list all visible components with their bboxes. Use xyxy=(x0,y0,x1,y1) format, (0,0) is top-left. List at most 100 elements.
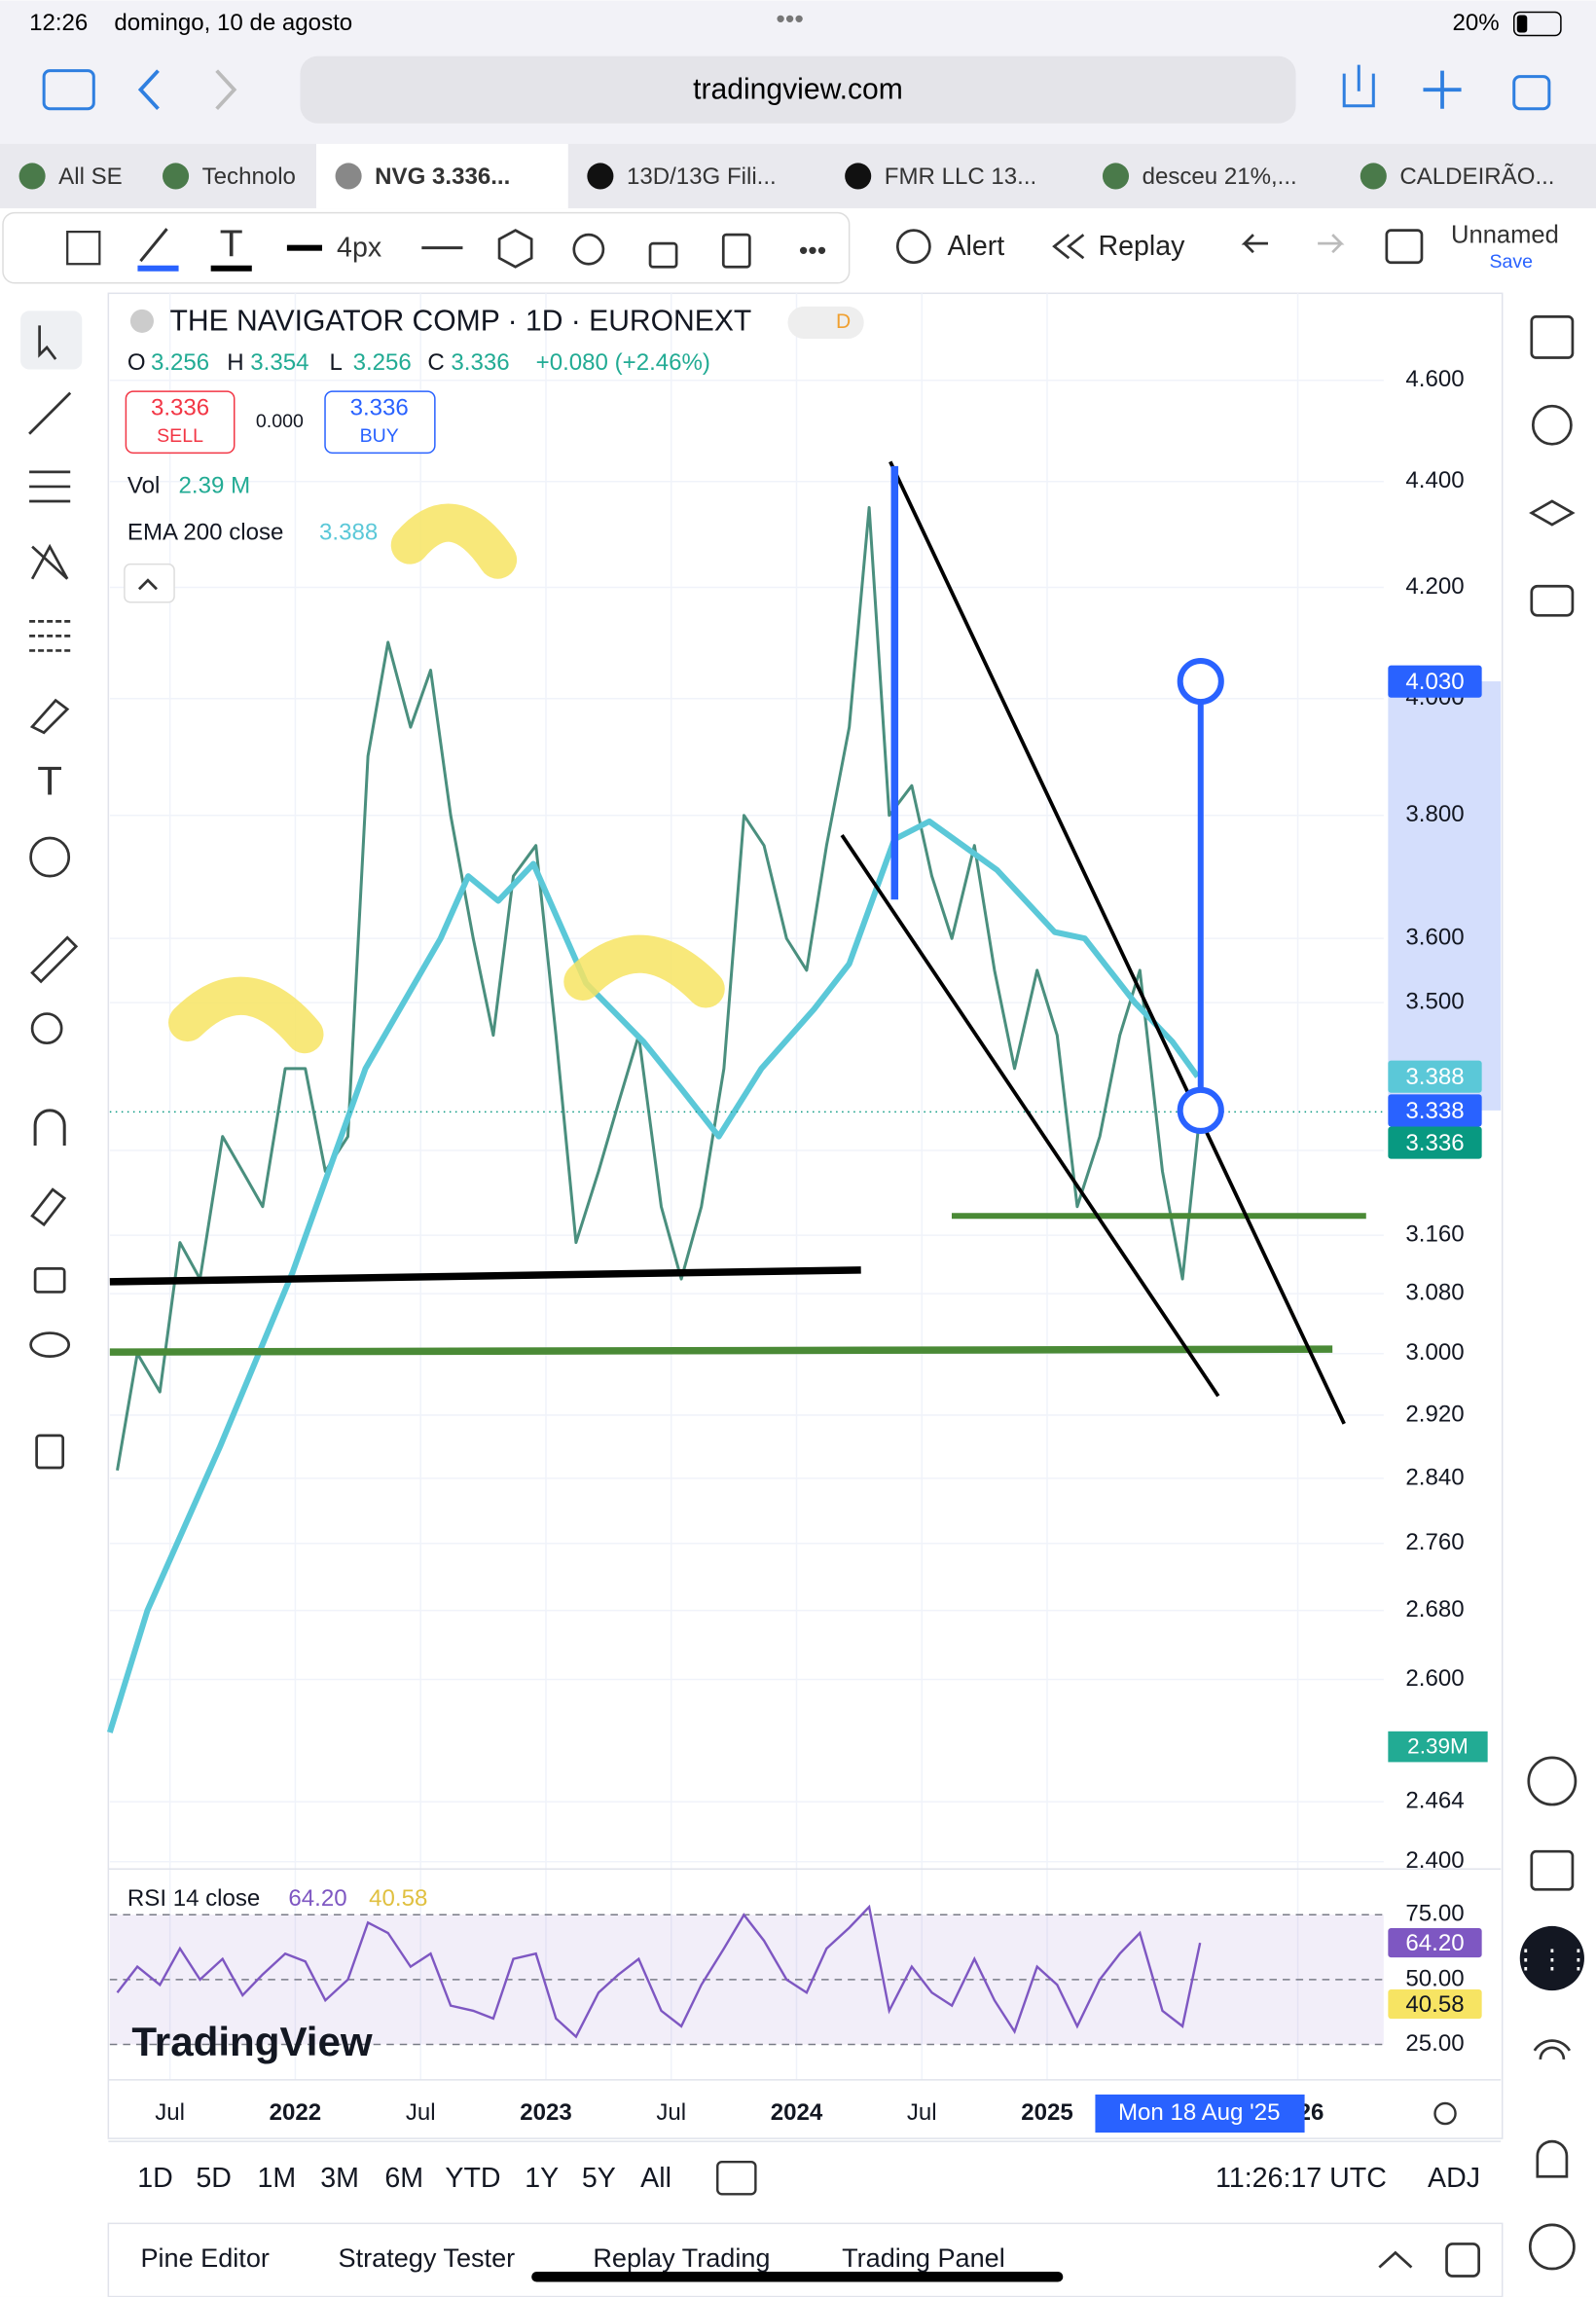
y-tick-label: 3.000 xyxy=(1405,1339,1464,1366)
watchlist-icon[interactable] xyxy=(1530,315,1575,359)
alert-button[interactable]: Alert xyxy=(947,231,1004,262)
stroke-width[interactable]: 4px xyxy=(337,233,381,264)
remove-tool[interactable] xyxy=(35,1434,65,1470)
save-label[interactable]: Save xyxy=(1489,251,1533,273)
prediction-tool[interactable] xyxy=(29,619,71,652)
help-icon[interactable] xyxy=(1528,2223,1576,2271)
buy-button[interactable] xyxy=(324,390,436,455)
timeframe-button[interactable]: 6M xyxy=(384,2163,423,2194)
clock-icon[interactable] xyxy=(572,233,605,266)
bottom-tab[interactable]: Strategy Tester xyxy=(339,2242,516,2273)
layout-name[interactable]: Unnamed xyxy=(1451,221,1559,248)
more-icon[interactable]: ••• xyxy=(799,235,826,265)
x-tick-label: 2023 xyxy=(520,2099,572,2126)
forward-button[interactable] xyxy=(215,69,237,111)
alert-icon[interactable] xyxy=(895,229,931,265)
unlock-tool[interactable] xyxy=(33,1267,66,1294)
apps-button[interactable] xyxy=(1519,1925,1584,1991)
data-badge: D xyxy=(836,310,851,333)
timeframe-button[interactable]: All xyxy=(640,2163,671,2194)
lock-icon[interactable] xyxy=(648,241,678,269)
tab[interactable]: desceu 21%,... xyxy=(1143,164,1297,190)
alerts-icon[interactable] xyxy=(1531,404,1573,446)
notifications-icon[interactable] xyxy=(1536,2139,1569,2178)
bottom-tab[interactable]: Pine Editor xyxy=(140,2242,269,2273)
dots: ••• xyxy=(776,4,803,34)
layout-icon[interactable] xyxy=(1385,229,1424,265)
replay-icon[interactable] xyxy=(1052,234,1085,260)
tab[interactable]: Technolo xyxy=(202,164,296,190)
measure-handle[interactable] xyxy=(1177,657,1224,706)
magnet-tool[interactable] xyxy=(33,1109,66,1146)
replay-button[interactable]: Replay xyxy=(1098,231,1185,262)
new-tab-button[interactable] xyxy=(1423,70,1462,109)
emoji-tool[interactable] xyxy=(29,836,71,878)
target-icon[interactable] xyxy=(1527,1756,1578,1806)
adj-button[interactable]: ADJ xyxy=(1428,2163,1480,2194)
back-button[interactable] xyxy=(137,69,160,111)
symbol-logo xyxy=(129,309,154,333)
expand-button[interactable] xyxy=(1378,2250,1413,2269)
sell-price: 3.336 xyxy=(151,395,209,421)
share-button[interactable] xyxy=(1342,64,1375,108)
tab[interactable]: 13D/13G Fili... xyxy=(627,164,777,190)
tab[interactable]: FMR LLC 13... xyxy=(885,164,1036,190)
url-bar[interactable] xyxy=(300,55,1296,124)
shape-icon[interactable] xyxy=(497,229,533,269)
price-badge-label: 3.336 xyxy=(1405,1130,1464,1156)
measure-handle[interactable] xyxy=(1177,1086,1224,1134)
bottom-tab[interactable]: Trading Panel xyxy=(842,2242,1005,2273)
ohlc-field: C xyxy=(427,349,444,376)
tab[interactable]: CALDEIRÃO... xyxy=(1399,164,1554,190)
ema-label: EMA 200 close xyxy=(127,519,284,545)
timeframe-button[interactable]: 1Y xyxy=(525,2163,559,2194)
sell-button[interactable] xyxy=(125,390,236,455)
brush-tool[interactable] xyxy=(29,698,70,735)
calendar-icon[interactable] xyxy=(1530,1849,1575,1891)
timeframe-button[interactable]: 5Y xyxy=(582,2163,616,2194)
rsi-badge-label: 40.58 xyxy=(1405,1991,1464,2018)
cursor-tool[interactable] xyxy=(38,325,57,360)
crosshair-date: Mon 18 Aug '25 xyxy=(1118,2099,1280,2126)
timeframe-button[interactable]: 1D xyxy=(137,2163,173,2194)
volume-badge-bg xyxy=(1388,1731,1488,1763)
text-tool-left[interactable]: T xyxy=(37,757,62,803)
trash-icon[interactable] xyxy=(721,233,751,269)
timeframe-button[interactable]: 1M xyxy=(258,2163,297,2194)
redo-button[interactable] xyxy=(1318,234,1345,254)
tool-icon[interactable] xyxy=(66,230,101,266)
visibility-tool[interactable] xyxy=(29,1331,71,1359)
layers-icon[interactable] xyxy=(1529,499,1576,527)
ohlc-field: L xyxy=(330,349,343,376)
channel-line xyxy=(889,460,1346,1425)
fib-tool[interactable] xyxy=(29,470,71,503)
x-tick-label: Jul xyxy=(907,2099,937,2126)
timeframe-button[interactable]: 3M xyxy=(320,2163,359,2194)
trend-tool[interactable] xyxy=(28,391,72,435)
chat-icon[interactable] xyxy=(1530,584,1575,617)
text-tool[interactable]: T xyxy=(220,224,243,266)
pattern-tool[interactable] xyxy=(30,543,69,580)
bottom-panel xyxy=(107,2222,1504,2297)
axis-settings[interactable] xyxy=(1433,2101,1457,2126)
pen-icon[interactable] xyxy=(139,228,168,263)
ohlc-field: 3.256 xyxy=(151,349,209,376)
stream-icon[interactable] xyxy=(1533,2039,1572,2060)
y-tick-label: 4.400 xyxy=(1405,467,1464,493)
tab[interactable]: NVG 3.336... xyxy=(375,164,510,190)
zoom-tool[interactable] xyxy=(30,1012,63,1045)
bottom-tab[interactable]: Replay Trading xyxy=(593,2242,770,2273)
tabs-button[interactable] xyxy=(1512,75,1551,111)
date-range-button[interactable] xyxy=(716,2160,757,2196)
timeframe-button[interactable]: 5D xyxy=(196,2163,232,2194)
ohlc-field: O xyxy=(127,349,146,376)
tab[interactable]: All SE xyxy=(58,164,123,190)
home-indicator xyxy=(531,2272,1064,2282)
timeframe-button[interactable]: YTD xyxy=(445,2163,500,2194)
undo-button[interactable] xyxy=(1241,234,1268,254)
maximize-button[interactable] xyxy=(1445,2242,1480,2278)
price-badge-label: 4.030 xyxy=(1405,669,1464,695)
ruler-tool[interactable] xyxy=(30,935,79,984)
lock-drawing-tool[interactable] xyxy=(30,1187,67,1227)
sidebar-button[interactable] xyxy=(42,69,95,111)
